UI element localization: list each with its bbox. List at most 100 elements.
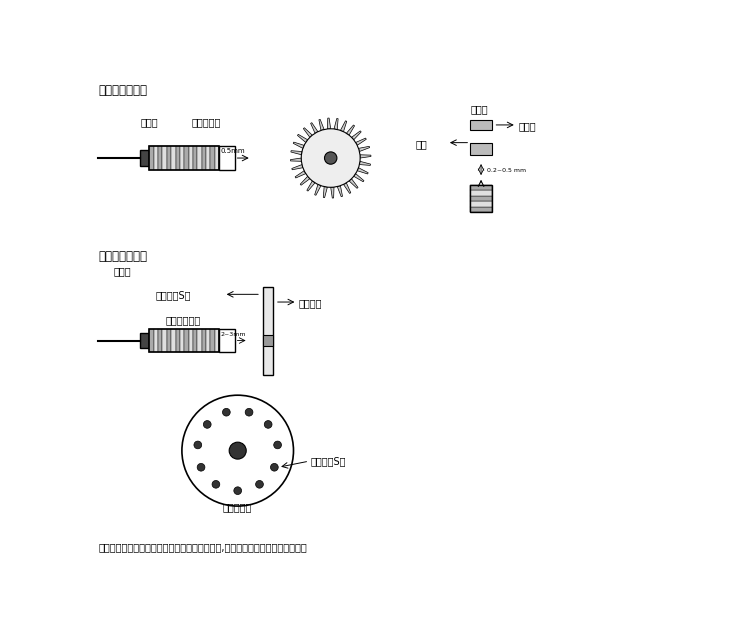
Polygon shape: [319, 119, 324, 130]
Bar: [197, 329, 202, 352]
Polygon shape: [359, 162, 370, 165]
Bar: [210, 329, 215, 352]
Text: 转动圆盘: 转动圆盘: [299, 298, 322, 308]
Bar: [193, 147, 197, 170]
Bar: [158, 329, 163, 352]
Bar: [175, 147, 180, 170]
Bar: [149, 329, 154, 352]
Circle shape: [255, 480, 263, 488]
Bar: [167, 147, 171, 170]
Bar: [197, 147, 202, 170]
Polygon shape: [330, 187, 334, 198]
Bar: [188, 147, 193, 170]
Polygon shape: [291, 150, 302, 155]
Bar: [149, 147, 219, 170]
Polygon shape: [355, 138, 367, 145]
Text: 齿轮传感器: 齿轮传感器: [191, 117, 221, 127]
Polygon shape: [291, 165, 303, 170]
Bar: [163, 329, 167, 352]
Polygon shape: [352, 131, 361, 140]
Polygon shape: [291, 158, 302, 162]
Text: 检测齿盘转速：: 检测齿盘转速：: [98, 250, 147, 263]
Circle shape: [325, 152, 337, 164]
Polygon shape: [334, 119, 338, 130]
Polygon shape: [328, 118, 330, 129]
Bar: [180, 147, 184, 170]
Bar: [175, 329, 180, 352]
Circle shape: [245, 408, 253, 416]
Text: 检测齿: 检测齿: [518, 121, 536, 131]
Bar: [158, 147, 163, 170]
Bar: [470, 143, 492, 155]
Polygon shape: [315, 185, 321, 195]
Bar: [184, 147, 188, 170]
Bar: [470, 120, 492, 130]
Polygon shape: [295, 171, 305, 178]
Bar: [180, 329, 184, 352]
Polygon shape: [303, 128, 312, 137]
Text: 0.5mm: 0.5mm: [221, 148, 245, 154]
Text: 2~3mm: 2~3mm: [221, 332, 246, 337]
Bar: [171, 147, 175, 170]
Bar: [149, 147, 154, 170]
Circle shape: [229, 442, 247, 459]
Circle shape: [222, 408, 230, 416]
Bar: [219, 329, 235, 352]
Circle shape: [301, 129, 360, 187]
Polygon shape: [337, 186, 342, 197]
Bar: [188, 329, 193, 352]
Circle shape: [194, 441, 202, 449]
Bar: [470, 196, 492, 201]
Polygon shape: [357, 168, 368, 174]
Circle shape: [234, 487, 241, 495]
Bar: [219, 147, 235, 170]
Circle shape: [274, 441, 281, 449]
Bar: [210, 147, 215, 170]
Bar: [470, 185, 492, 212]
Text: 正面图: 正面图: [470, 104, 488, 114]
Bar: [184, 329, 188, 352]
Polygon shape: [307, 181, 315, 191]
Bar: [154, 329, 158, 352]
Text: 典型应用举例：各种进口、国产整经机、浆沙机,纺织、化纤机械的齿轮高速检测: 典型应用举例：各种进口、国产整经机、浆沙机,纺织、化纤机械的齿轮高速检测: [98, 542, 307, 552]
Circle shape: [212, 480, 220, 488]
Polygon shape: [341, 121, 347, 132]
Bar: [202, 147, 206, 170]
Polygon shape: [347, 125, 355, 135]
Text: 侧面图: 侧面图: [140, 117, 158, 127]
Text: 检测磁钢S极: 检测磁钢S极: [155, 291, 191, 301]
Bar: [263, 335, 273, 346]
Polygon shape: [358, 146, 369, 152]
Bar: [167, 329, 171, 352]
Bar: [140, 150, 149, 166]
Circle shape: [271, 464, 278, 471]
Polygon shape: [344, 183, 351, 193]
Polygon shape: [297, 134, 308, 142]
Bar: [202, 329, 206, 352]
Text: 磁感应传感器: 磁感应传感器: [166, 315, 201, 325]
Bar: [470, 207, 492, 212]
Circle shape: [182, 395, 294, 506]
Bar: [215, 147, 219, 170]
Bar: [215, 329, 219, 352]
Polygon shape: [311, 123, 318, 134]
Bar: [470, 201, 492, 207]
Text: 检测齿轮转速：: 检测齿轮转速：: [98, 84, 147, 97]
Bar: [206, 329, 210, 352]
Bar: [140, 333, 149, 348]
Text: 齿槽: 齿槽: [416, 139, 428, 149]
Bar: [163, 147, 167, 170]
Polygon shape: [349, 178, 358, 188]
Text: 检测磁钢S极: 检测磁钢S极: [311, 456, 346, 466]
Text: 检测盘正面: 检测盘正面: [223, 502, 252, 512]
Polygon shape: [300, 177, 310, 185]
Bar: [149, 329, 219, 352]
Circle shape: [203, 421, 211, 428]
Polygon shape: [293, 142, 304, 149]
Polygon shape: [354, 173, 364, 182]
Bar: [206, 147, 210, 170]
Bar: [154, 147, 158, 170]
Polygon shape: [323, 187, 328, 198]
Text: 侧面图: 侧面图: [113, 266, 131, 276]
Bar: [171, 329, 175, 352]
